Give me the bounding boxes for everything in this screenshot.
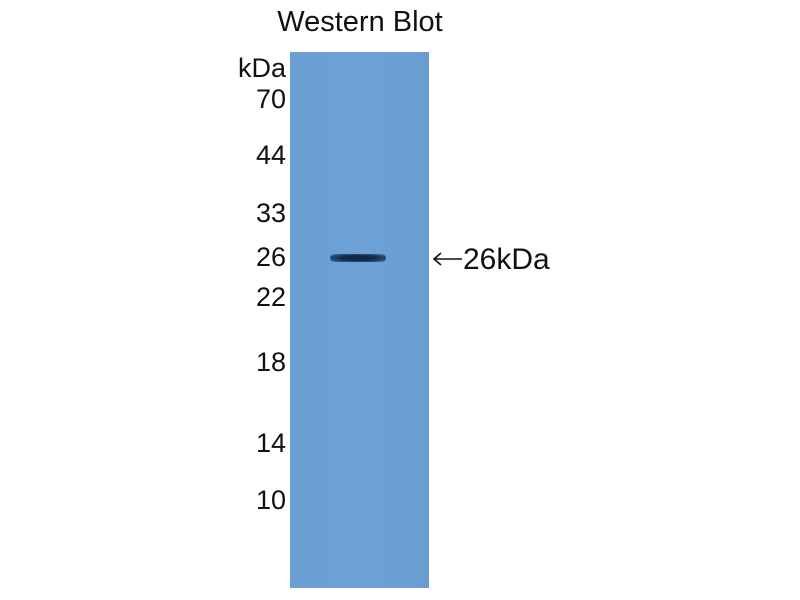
arrow-left-icon bbox=[432, 252, 462, 266]
marker-70: 70 bbox=[255, 84, 286, 114]
marker-44: 44 bbox=[255, 140, 286, 170]
blot-membrane bbox=[290, 52, 429, 588]
band-size-label: 26kDa bbox=[463, 243, 550, 276]
marker-33: 33 bbox=[255, 198, 286, 228]
protein-band bbox=[330, 254, 386, 262]
marker-26: 26 bbox=[255, 242, 286, 272]
marker-18: 18 bbox=[255, 347, 286, 377]
unit-label: kDa bbox=[237, 53, 286, 83]
marker-10: 10 bbox=[255, 485, 286, 515]
figure-title: Western Blot bbox=[277, 6, 443, 38]
marker-22: 22 bbox=[255, 282, 286, 312]
marker-14: 14 bbox=[255, 428, 286, 458]
